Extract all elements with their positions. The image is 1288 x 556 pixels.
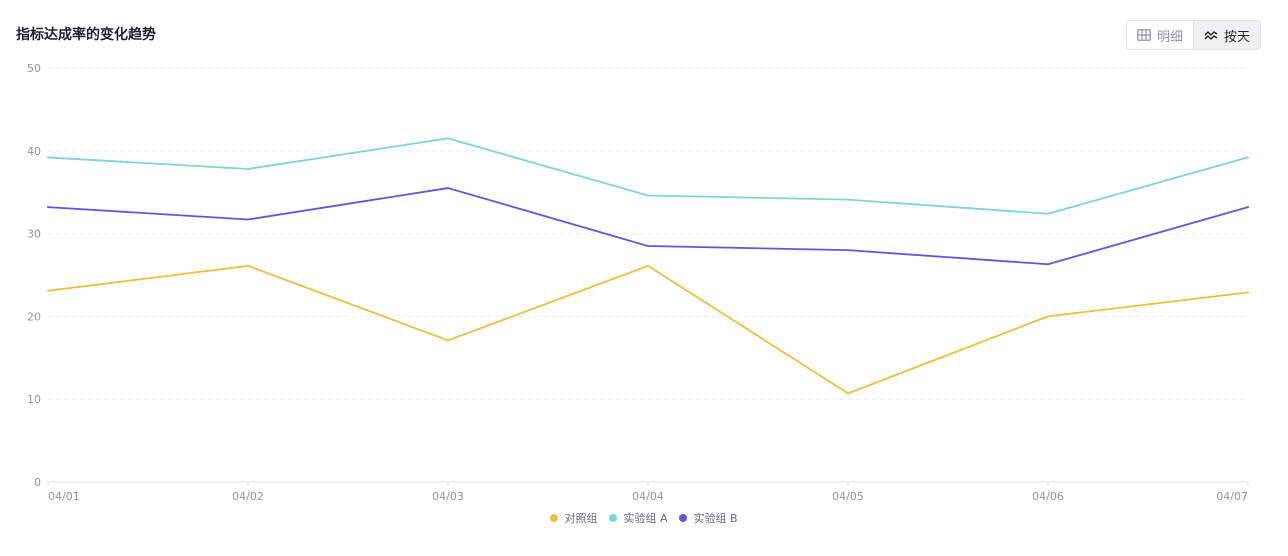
- detail-view-label: 明细: [1157, 29, 1184, 45]
- series-2-point: [247, 218, 249, 221]
- series-1-point: [47, 156, 49, 159]
- y-tick-label: 40: [27, 145, 41, 158]
- line-chart: 0 10 20 30 40 50 04/01 04/02 04/03 04/04 04/05 04/0…: [27, 62, 1249, 503]
- series-0-point: [447, 339, 449, 342]
- legend-marker: [550, 514, 559, 522]
- series-1-point: [1247, 156, 1249, 159]
- series-2-point: [1047, 263, 1049, 266]
- series-line-2: [47, 187, 1249, 266]
- detail-view-button[interactable]: 明细: [1127, 21, 1193, 49]
- series-line-0: [47, 264, 1249, 395]
- y-tick-label: 50: [27, 62, 41, 75]
- series-2-point: [447, 187, 449, 189]
- series-0-point: [1247, 291, 1249, 294]
- x-tick-label: 04/05: [832, 490, 864, 503]
- x-tick-label: 04/01: [48, 490, 80, 503]
- legend-item-group-b[interactable]: 实验组 B: [679, 510, 738, 526]
- legend-marker: [609, 514, 618, 522]
- x-tick-label: 04/02: [232, 490, 264, 503]
- series-0-point: [647, 264, 649, 267]
- series-0-point: [1047, 315, 1049, 318]
- legend-label: 对照组: [564, 512, 598, 525]
- y-tick-label: 30: [27, 228, 41, 241]
- series-2-point: [647, 245, 649, 247]
- daily-view-label: 按天: [1224, 29, 1251, 45]
- trend-line-icon: [1204, 29, 1218, 41]
- x-tick-label: 04/04: [632, 490, 664, 503]
- y-tick-label: 10: [27, 393, 41, 406]
- view-toggle: 明细 按天: [1126, 20, 1262, 50]
- series-0-point: [47, 289, 49, 292]
- chart-legend: 对照组 实验组 A 实验组 B: [0, 510, 1288, 526]
- y-tick-label: 20: [27, 310, 41, 323]
- y-tick-label: 0: [34, 476, 41, 489]
- series-2-point: [1247, 206, 1249, 209]
- series-2-point: [47, 206, 49, 209]
- series-line-1: [47, 137, 1249, 215]
- chart-title: 指标达成率的变化趋势: [16, 27, 156, 43]
- series-1-point: [447, 137, 449, 140]
- series-1-point: [647, 194, 649, 197]
- x-tick-label: 04/03: [432, 490, 464, 503]
- series-1-point: [847, 198, 849, 201]
- legend-label: 实验组 A: [623, 512, 668, 525]
- legend-item-group-a[interactable]: 实验组 A: [609, 510, 667, 526]
- x-tick-label: 04/06: [1032, 490, 1064, 503]
- legend-label: 实验组 B: [693, 512, 738, 525]
- daily-view-button[interactable]: 按天: [1193, 21, 1261, 49]
- legend-item-control[interactable]: 对照组: [550, 510, 597, 526]
- table-icon: [1137, 29, 1151, 41]
- series-0-point: [847, 392, 849, 395]
- x-tick-label: 04/07: [1216, 490, 1248, 503]
- series-1-point: [1047, 212, 1049, 215]
- series-0-point: [247, 264, 249, 267]
- series-1-point: [247, 168, 249, 170]
- legend-marker: [679, 514, 688, 522]
- series-2-point: [847, 249, 849, 252]
